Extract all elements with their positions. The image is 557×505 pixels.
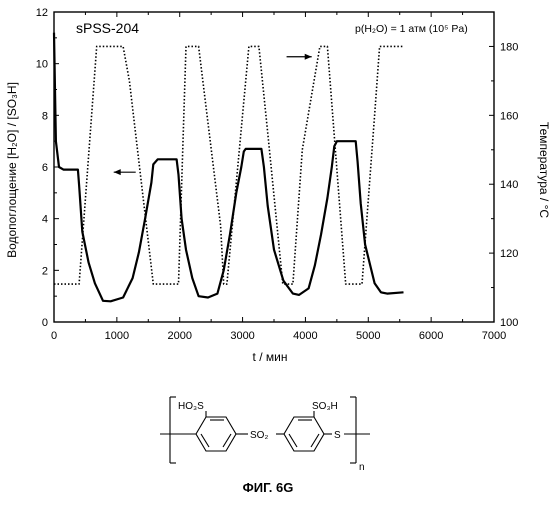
arrow-layer [114, 54, 312, 175]
y-left-tick-label: 8 [42, 110, 48, 122]
y-right-tick-label: 120 [500, 248, 518, 260]
x-axis-title: t / мин [253, 350, 288, 364]
x-tick-label: 2000 [167, 330, 191, 342]
series-layer [54, 33, 404, 302]
y-left-tick-label: 10 [36, 59, 48, 71]
y-left-tick-labels: 0 2 4 6 8 10 12 [36, 7, 48, 329]
x-tick-label: 0 [51, 330, 57, 342]
x-tick-label: 7000 [482, 330, 506, 342]
x-tick-label: 1000 [105, 330, 129, 342]
figure-caption: ФИГ. 6G [243, 480, 294, 495]
arrow-left-head [114, 169, 121, 175]
y-right-tick-label: 180 [500, 41, 518, 53]
benzene-ring-left [196, 417, 236, 451]
y-left-tick-label: 6 [42, 162, 48, 174]
arrow-right-head [305, 54, 312, 60]
x-tick-label: 3000 [230, 330, 254, 342]
y-right-axis-title: Температура / °C [537, 122, 551, 218]
x-tick-label: 5000 [356, 330, 380, 342]
thioether-bridge: S [334, 430, 341, 441]
y-right-tick-label: 160 [500, 110, 518, 122]
y-left-tick-label: 0 [42, 317, 48, 329]
plot-frame [54, 12, 494, 322]
y-left-tick-label: 12 [36, 7, 48, 19]
chart-title: sPSS-204 [76, 20, 139, 36]
pressure-annotation: p(H₂O) = 1 атм (10⁵ Pa) [355, 23, 468, 35]
tick-marks [54, 12, 494, 322]
y-left-tick-label: 4 [42, 214, 48, 226]
sulfonic-group-left: HO₃S [178, 401, 204, 412]
x-tick-label: 6000 [419, 330, 443, 342]
y-right-tick-labels: 100 120 140 160 180 [500, 41, 518, 329]
y-left-tick-label: 2 [42, 265, 48, 277]
sulfonic-group-right: SO₃H [312, 401, 338, 412]
water-uptake-line [54, 33, 404, 302]
y-right-tick-label: 100 [500, 317, 518, 329]
x-tick-labels: 0 1000 2000 3000 4000 5000 6000 7000 [51, 330, 506, 342]
sulfone-bridge: SO₂ [250, 430, 268, 441]
y-left-axis-title: Водопоглощение [H₂O] / [SO₃H] [5, 82, 19, 258]
temperature-line [54, 46, 404, 284]
benzene-ring-right [284, 417, 324, 451]
y-right-tick-label: 140 [500, 179, 518, 191]
x-tick-label: 4000 [293, 330, 317, 342]
repeat-subscript: n [359, 462, 365, 473]
